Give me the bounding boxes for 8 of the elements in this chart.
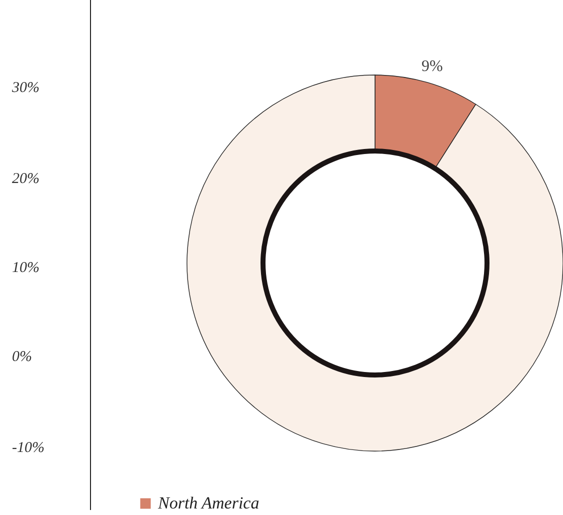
data-label: 9% bbox=[422, 58, 443, 76]
donut-slice bbox=[186, 74, 563, 452]
text: -10% bbox=[12, 439, 44, 457]
legend-label: North America bbox=[157, 494, 260, 512]
text: 0% bbox=[12, 348, 32, 366]
text: 30% bbox=[12, 79, 40, 97]
text: 10% bbox=[12, 259, 40, 277]
text: 20% bbox=[12, 170, 40, 188]
